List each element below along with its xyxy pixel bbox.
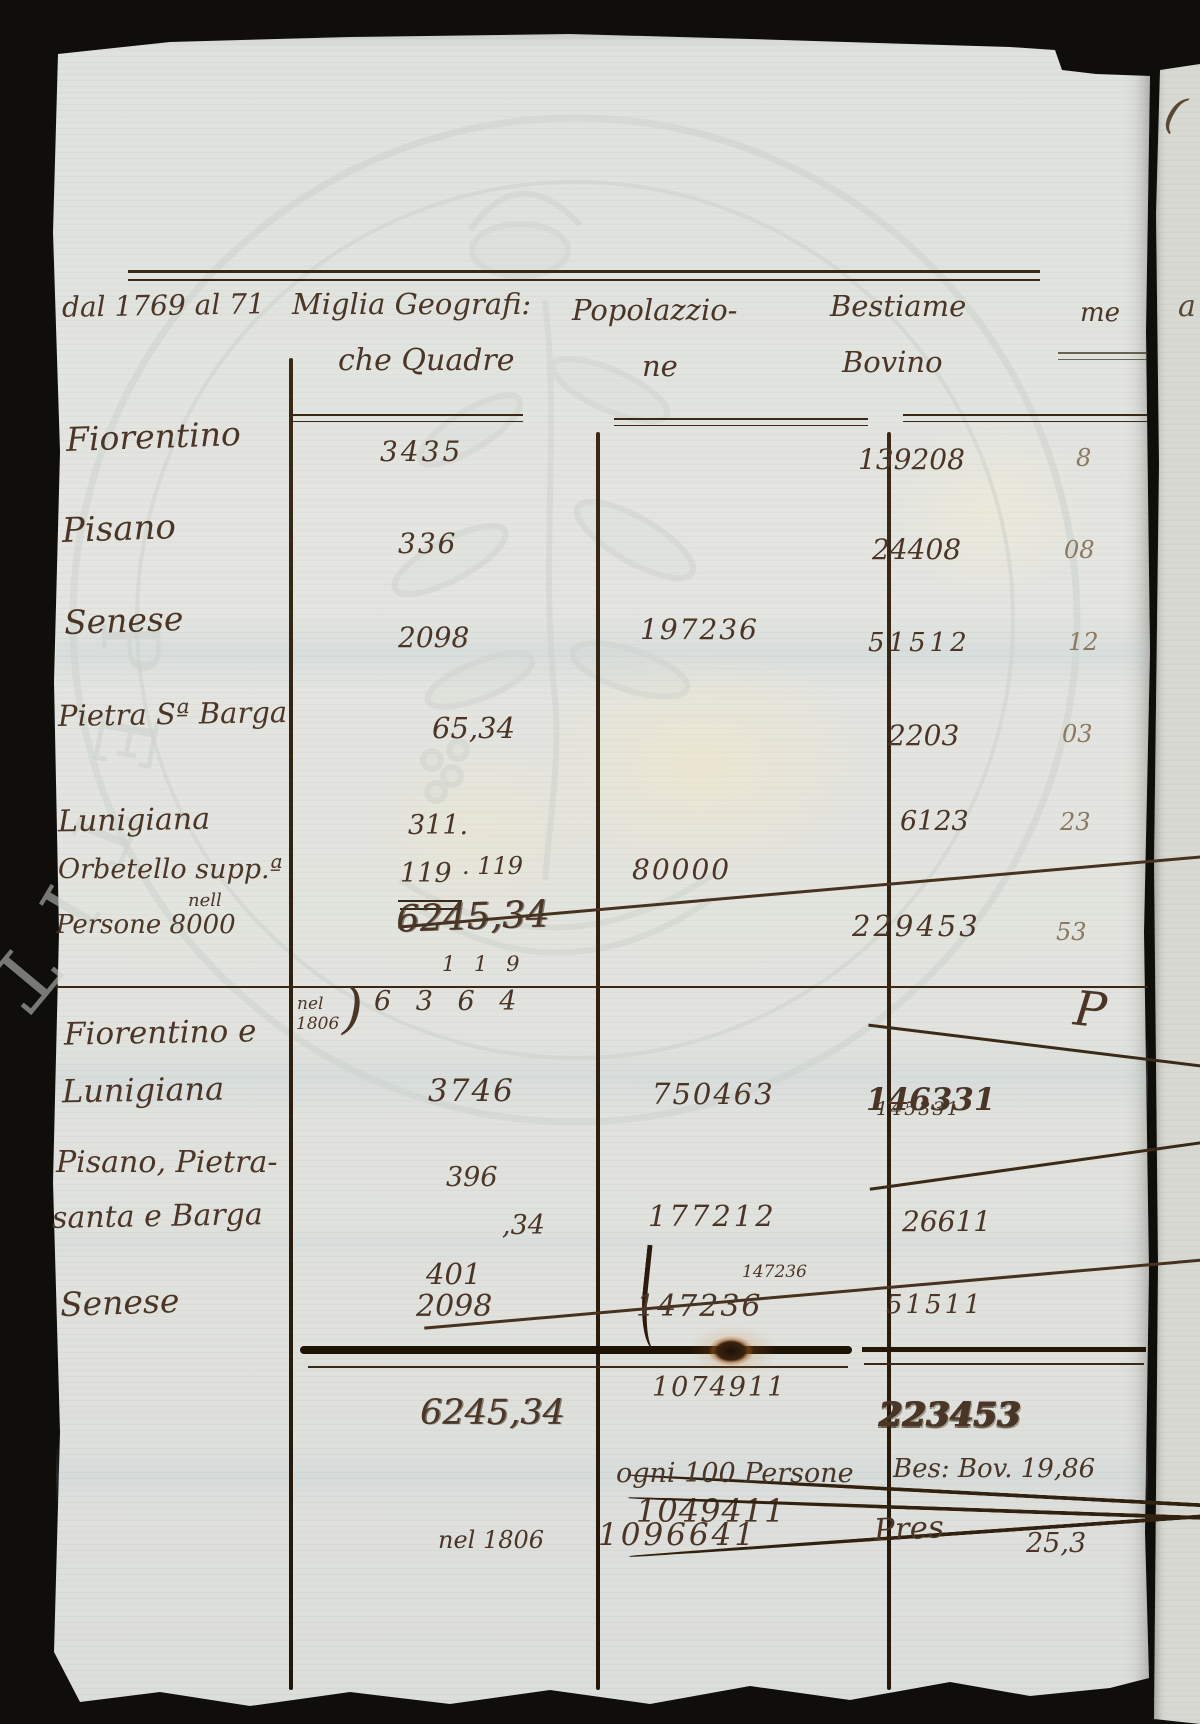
row2-senese-miglia: 2098 bbox=[416, 1289, 493, 1324]
row2-pisano-miglia-suffix: ,34 bbox=[502, 1210, 545, 1241]
row-orbetello-pop: 80000 bbox=[632, 853, 732, 886]
section-divider-rule bbox=[56, 986, 1148, 988]
row-orbetello-miglia-struck: 119 bbox=[400, 860, 1200, 887]
row2-fiorentino-label-line1: Fiorentino e bbox=[63, 1013, 257, 1053]
edge-col-flourish: P bbox=[1071, 980, 1110, 1040]
total-pop-struck: 1049411 bbox=[628, 1469, 1200, 1559]
header-col-bovino-line1: Bestiame bbox=[830, 289, 967, 323]
row2-pisano-pop: 177212 bbox=[648, 1199, 777, 1233]
totals-rule-right-thin bbox=[864, 1363, 1144, 1365]
header-col-miglia-line2: che Quadre bbox=[338, 343, 515, 378]
row-lunigiana-bovino: 6123 bbox=[900, 806, 969, 837]
paper-tint-band bbox=[56, 1444, 1148, 1508]
header-date-range: dal 1769 al 71 bbox=[61, 287, 266, 324]
table-top-rule bbox=[128, 270, 1040, 281]
row2-pisano-label-line1: Pisano, Pietra- bbox=[56, 1145, 278, 1180]
row-senese-miglia: 2098 bbox=[398, 621, 470, 654]
row2-pisano-label-line2: santa e Barga bbox=[51, 1197, 264, 1236]
edge-col-value: 08 bbox=[1064, 536, 1095, 564]
persone-note: Persone 8000 bbox=[56, 910, 236, 940]
mid-note-value: 6 3 6 4 bbox=[374, 986, 525, 1017]
subtotal-miglia-below: 1 1 9 bbox=[442, 952, 526, 976]
header-col-bovino-line2: Bovino bbox=[842, 345, 943, 379]
edge-col-value: 23 bbox=[1060, 808, 1091, 836]
row-lunigiana-label: Lunigiana bbox=[57, 801, 211, 840]
row-senese-label: Senese bbox=[63, 598, 185, 643]
col-pop-underline bbox=[614, 418, 868, 426]
row2-senese-pop-above: 147236 bbox=[742, 1262, 807, 1282]
mid-note-bracket: ) bbox=[342, 977, 364, 1040]
row2-senese-bovino: 51511 bbox=[886, 1290, 984, 1320]
subtotal-bovino: 229453 bbox=[852, 909, 981, 943]
totals-rule-left-thin bbox=[308, 1366, 848, 1368]
row-pisano-bovino: 24408 bbox=[872, 533, 962, 566]
row-pietrasanta-bovino: 2203 bbox=[888, 719, 960, 752]
col-miglia-underline bbox=[293, 414, 523, 422]
row-pisano-miglia: 336 bbox=[398, 527, 458, 560]
row2-pisano-miglia-above: 396 bbox=[446, 1162, 498, 1193]
row-pietrasanta-label: Pietra Sª Barga bbox=[57, 695, 288, 733]
totals-rule-left bbox=[300, 1346, 852, 1354]
row2-senese-pop: 147236 bbox=[636, 1289, 763, 1324]
watermark-bouquet bbox=[391, 190, 722, 956]
edge-col-underline bbox=[1058, 352, 1148, 360]
subtotal-miglia: 6245,34 bbox=[395, 892, 550, 941]
neighbor-page-fragment: a bbox=[1178, 289, 1196, 324]
edge-col-value: 03 bbox=[1062, 720, 1093, 748]
header-col-pop-line1: Popolazzio- bbox=[572, 293, 738, 327]
row-fiorentino-bovino: 139208 bbox=[858, 443, 965, 476]
row2-fiorentino-label-line2: Lunigiana bbox=[61, 1069, 225, 1111]
total-pop-above: 1074911 bbox=[652, 1372, 787, 1403]
edge-col-value: 53 bbox=[1056, 918, 1087, 946]
neighbor-page-edge bbox=[1154, 64, 1200, 1724]
total-miglia: 6245,34 bbox=[420, 1393, 565, 1433]
footer-bes-bov-note: Bes: Bov. 19,86 bbox=[893, 1454, 1096, 1484]
col-divider-2 bbox=[596, 432, 600, 1690]
row-pisano-label: Pisano bbox=[61, 507, 177, 551]
persone-superscript: nell bbox=[188, 890, 222, 911]
row2-fiorentino-bovino-struck: 146331 bbox=[866, 1085, 1200, 1116]
edge-col-value: 12 bbox=[1068, 628, 1099, 656]
row2-pisano-miglia-struck: 401 bbox=[426, 1260, 1200, 1289]
totals-rule-right bbox=[862, 1347, 1146, 1352]
row-fiorentino-label: Fiorentino bbox=[65, 413, 242, 460]
header-edge-col-fragment: me bbox=[1080, 298, 1121, 328]
paper-stain bbox=[850, 380, 1130, 640]
header-col-miglia-line1: Miglia Geografi: bbox=[292, 287, 532, 321]
mid-note-nel: nel bbox=[297, 994, 324, 1014]
row2-fiorentino-miglia: 3746 bbox=[428, 1073, 515, 1109]
footer-per-100-note: ogni 100 Persone bbox=[616, 1458, 854, 1489]
footer-pop-1806: 1096641 bbox=[598, 1517, 758, 1553]
row2-fiorentino-pop: 750463 bbox=[652, 1077, 775, 1111]
total-bovino: 223453 bbox=[878, 1395, 1020, 1435]
footer-nel-1806: nel 1806 bbox=[438, 1526, 545, 1554]
footer-ratio: 25,3 bbox=[1026, 1528, 1087, 1559]
mid-note-year: 1806 bbox=[296, 1014, 340, 1034]
row2-pisano-bovino: 26611 bbox=[902, 1205, 992, 1238]
row-senese-bovino: 51512 bbox=[868, 628, 971, 658]
row-orbetello-label: Orbetello supp.ª bbox=[58, 854, 283, 885]
header-col-pop-line2: ne bbox=[642, 349, 678, 383]
orbetello-strike-underline bbox=[398, 900, 462, 902]
ink-blot bbox=[708, 1336, 754, 1366]
edge-col-value: 8 bbox=[1076, 444, 1092, 472]
row-fiorentino-miglia: 3435 bbox=[380, 435, 464, 468]
col-divider-3 bbox=[887, 432, 891, 1690]
row2-fiorentino-bovino-corrected: 145331 bbox=[876, 1098, 961, 1120]
row-senese-pop: 197236 bbox=[640, 613, 759, 646]
col-bovino-underline bbox=[903, 414, 1147, 422]
row2-senese-label: Senese bbox=[59, 1280, 181, 1325]
row-orbetello-miglia-corrected: . 119 bbox=[462, 852, 524, 880]
total-pop-struck-value: 1049411 bbox=[636, 1492, 786, 1530]
col-divider-1 bbox=[289, 358, 293, 1690]
orbetello-strike-underline bbox=[400, 908, 458, 910]
row-pietrasanta-miglia: 65,34 bbox=[432, 711, 516, 745]
footer-pres-word: Pres bbox=[873, 1509, 945, 1549]
row-lunigiana-miglia: 311. bbox=[408, 810, 469, 841]
